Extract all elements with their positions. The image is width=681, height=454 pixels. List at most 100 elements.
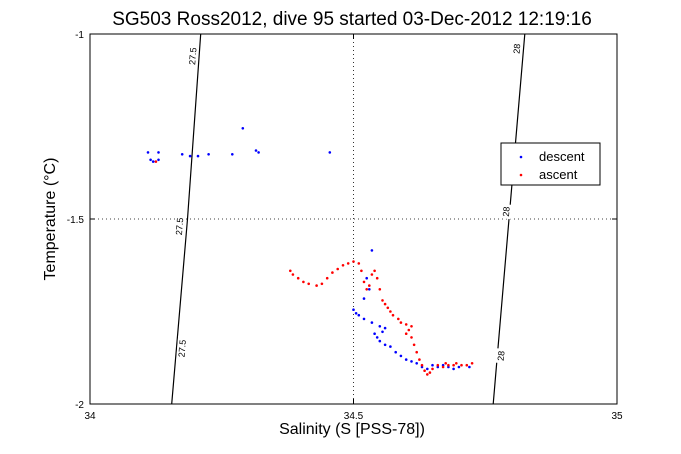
x-tick-label: 34 xyxy=(84,411,96,422)
descent-point xyxy=(410,360,413,363)
isopycnal-label-background xyxy=(176,335,189,362)
descent-point xyxy=(365,276,369,280)
y-tick-label: -1.5 xyxy=(67,215,85,226)
y-axis-label: Temperature (°C) xyxy=(42,158,59,281)
ascent-point xyxy=(386,306,390,310)
ascent-point xyxy=(420,363,424,367)
ascent-point xyxy=(470,362,474,365)
descent-point xyxy=(257,151,260,154)
ascent-point xyxy=(460,363,463,367)
ascent-point xyxy=(410,325,413,328)
ascent-point xyxy=(431,367,434,371)
descent-point xyxy=(375,336,379,339)
descent-point xyxy=(420,365,424,369)
ascent-point xyxy=(447,363,450,367)
ascent-point xyxy=(357,262,361,265)
descent-point xyxy=(383,326,387,330)
ascent-point xyxy=(404,323,408,326)
ascent-point xyxy=(389,310,392,313)
isopycnal-label: 27.5 xyxy=(177,339,188,357)
ascent-point xyxy=(346,262,350,265)
ascent-point xyxy=(397,317,400,321)
descent-point xyxy=(383,343,387,347)
ascent-point xyxy=(365,288,369,291)
y-tick-label: -2 xyxy=(75,400,84,411)
ascent-point xyxy=(381,299,384,302)
ascent-point xyxy=(452,363,455,367)
descent-point xyxy=(431,363,434,367)
ascent-point xyxy=(436,363,440,367)
descent-point xyxy=(404,358,408,361)
isopycnal-label: 28 xyxy=(511,43,522,54)
ascent-point xyxy=(391,313,395,317)
descent-point xyxy=(368,288,371,291)
isopycnal-label-background xyxy=(500,203,512,220)
descent-point xyxy=(457,365,461,369)
ascent-point xyxy=(407,328,411,332)
ascent-point xyxy=(331,271,334,274)
legend-label-ascent: ascent xyxy=(539,167,578,182)
ascent-point xyxy=(341,264,345,267)
descent-point xyxy=(373,332,376,336)
ascent-point xyxy=(315,284,318,287)
isopycnal-label-group: 27.5 xyxy=(173,213,186,240)
ascent-point xyxy=(307,282,311,286)
ascent-point xyxy=(336,267,340,271)
descent-point xyxy=(378,339,382,343)
descent-point xyxy=(352,308,355,312)
descent-point xyxy=(394,350,398,354)
ascent-point xyxy=(410,336,413,339)
descent-point xyxy=(146,151,150,154)
isopycnal-label: 27.5 xyxy=(187,47,198,65)
ascent-point xyxy=(423,369,426,373)
ascent-point xyxy=(412,343,416,347)
isopycnal-label-background xyxy=(186,43,199,69)
descent-point xyxy=(180,153,184,156)
descent-point xyxy=(207,153,210,156)
descent-point xyxy=(399,354,403,358)
legend-marker-descent xyxy=(519,155,523,159)
ascent-point xyxy=(154,160,158,163)
ascent-point xyxy=(320,282,324,286)
legend-label-descent: descent xyxy=(539,149,585,164)
descent-point xyxy=(415,362,419,365)
isopycnal-label-group: 28 xyxy=(500,203,512,220)
ascent-point xyxy=(362,280,366,284)
ascent-point xyxy=(418,358,421,361)
descent-point xyxy=(354,312,358,315)
ascent-point xyxy=(360,269,363,273)
chart-title: SG503 Ross2012, dive 95 started 03-Dec-2… xyxy=(112,9,592,30)
descent-point xyxy=(149,158,152,162)
descent-point xyxy=(328,151,332,154)
isopycnal-label-group: 27.5 xyxy=(186,43,199,69)
descent-point xyxy=(231,153,234,156)
descent-point xyxy=(426,367,429,371)
x-axis-label: Salinity (S [PSS-78]) xyxy=(279,421,425,438)
ascent-point xyxy=(368,284,371,287)
ascent-point xyxy=(415,350,419,354)
descent-point xyxy=(370,321,374,324)
descent-point xyxy=(254,149,258,152)
y-tick-label: -1 xyxy=(75,30,84,41)
ascent-point xyxy=(383,302,387,306)
ascent-point xyxy=(404,332,408,336)
isopycnal-label: 27.5 xyxy=(174,217,185,235)
series-descent xyxy=(146,127,471,371)
data-series xyxy=(146,127,474,376)
descent-point xyxy=(441,363,445,367)
series-ascent xyxy=(154,160,474,376)
descent-point xyxy=(370,249,374,252)
descent-point xyxy=(389,345,392,348)
descent-point xyxy=(452,367,455,371)
isopycnal-label: 28 xyxy=(501,206,512,217)
isopycnal-label-group: 27.5 xyxy=(176,335,189,362)
descent-point xyxy=(468,365,471,369)
density-isolines: 27.5 27.5 27.5 28 28 28 xyxy=(171,33,526,405)
descent-point xyxy=(378,325,382,328)
ascent-point xyxy=(455,362,458,365)
ascent-point xyxy=(291,273,295,276)
ascent-point xyxy=(465,363,469,367)
isopycnal-label-background xyxy=(511,41,523,57)
descent-point xyxy=(447,365,450,369)
